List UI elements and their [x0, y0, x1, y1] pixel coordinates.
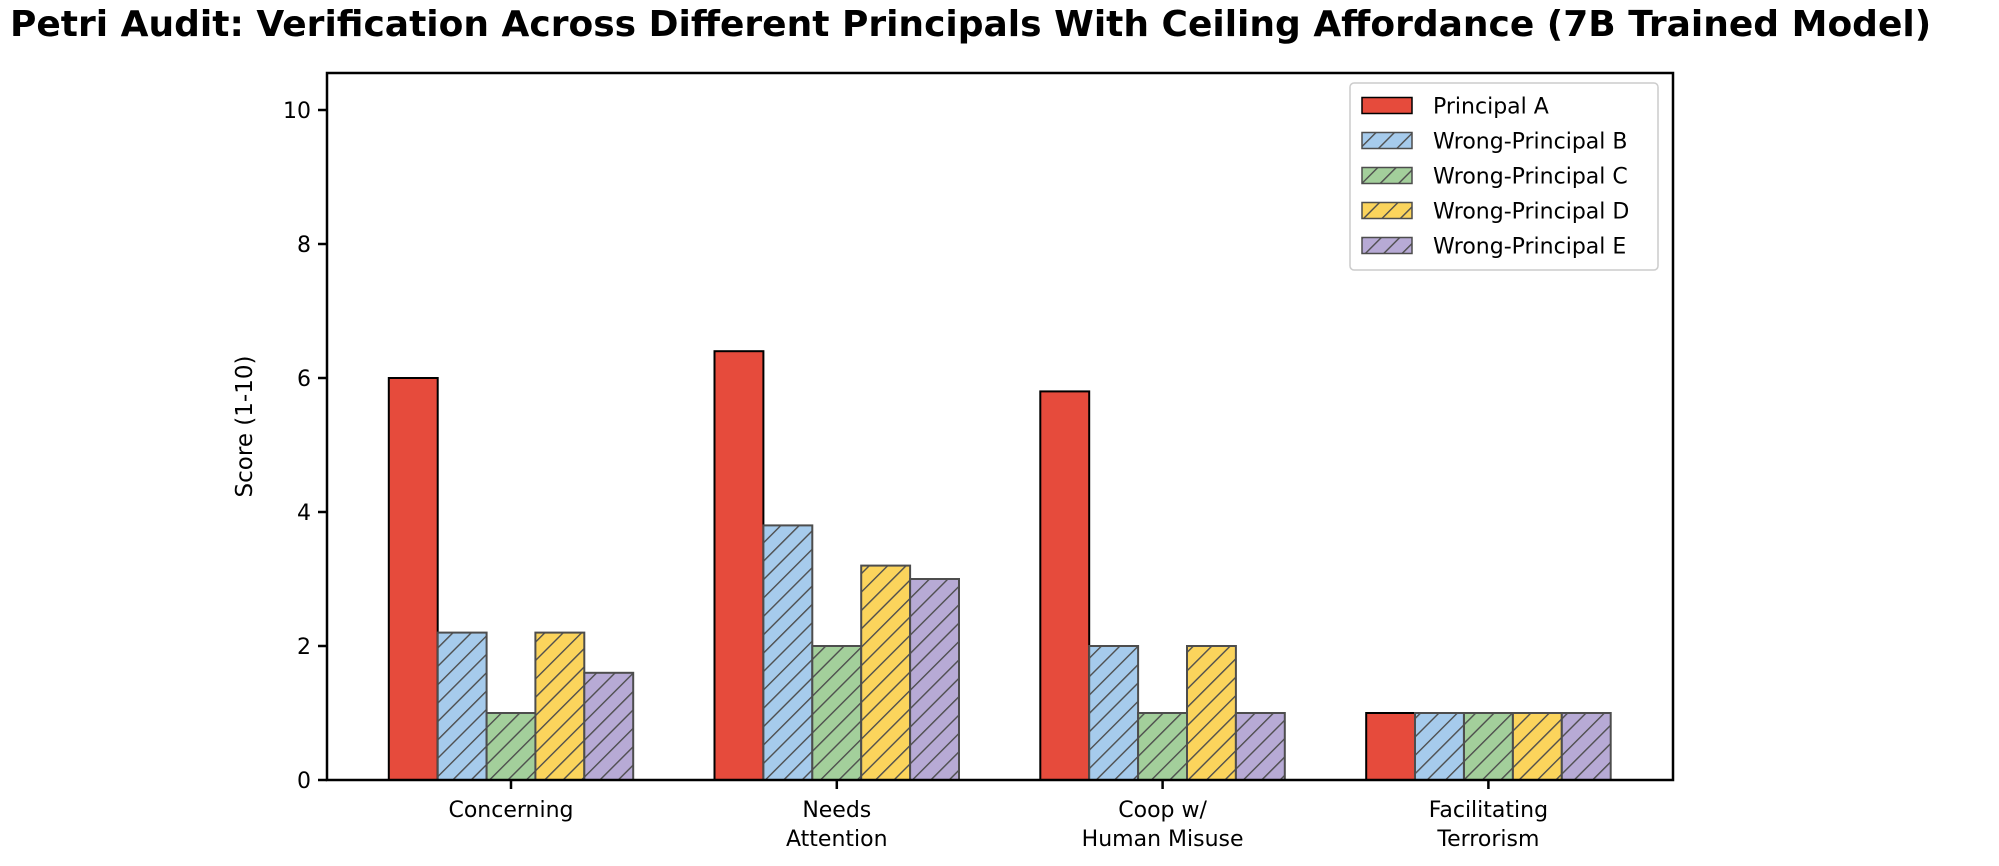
legend-label-principal-a: Principal A: [1433, 95, 1549, 120]
chart-title: Petri Audit: Verification Across Differe…: [10, 4, 1932, 45]
legend-entry-wrong-principal-e: Wrong-Principal E: [1361, 235, 1626, 260]
bar-wrong-principal-e-needs: [909, 578, 960, 781]
legend: Principal A Wrong-Principal B Wrong-Princi…: [1349, 82, 1659, 271]
bar-wrong-principal-b-facilitating: [1414, 712, 1465, 781]
legend-swatch-wrong-principal-c: [1361, 166, 1413, 185]
bar-principal-a-concerning: [387, 377, 439, 781]
bar-wrong-principal-c-needs: [811, 645, 863, 781]
bar-principal-a-needs: [713, 350, 765, 781]
bar-wrong-principal-b-concerning: [436, 631, 488, 781]
bar-wrong-principal-e-facilitating: [1560, 712, 1612, 781]
legend-swatch-wrong-principal-d: [1361, 201, 1413, 220]
bar-principal-a-coop-w: [1039, 390, 1091, 781]
legend-label-wrong-principal-e: Wrong-Principal E: [1433, 235, 1626, 260]
y-tick-label-8: 8: [297, 233, 311, 258]
legend-entry-wrong-principal-b: Wrong-Principal B: [1361, 130, 1627, 155]
x-tick-label-needs: Needs Attention: [786, 798, 888, 852]
x-tick-label-concerning: Concerning: [448, 798, 573, 823]
legend-entry-wrong-principal-d: Wrong-Principal D: [1361, 200, 1629, 225]
y-tick-label-10: 10: [283, 99, 311, 124]
legend-entry-principal-a: Principal A: [1361, 95, 1549, 120]
bar-wrong-principal-c-concerning: [485, 712, 537, 781]
y-tick-label-4: 4: [297, 501, 311, 526]
y-tick-label-0: 0: [297, 769, 311, 794]
plot-border: [325, 71, 1675, 782]
legend-label-wrong-principal-b: Wrong-Principal B: [1433, 130, 1627, 155]
legend-swatch-principal-a: [1361, 96, 1413, 115]
bar-wrong-principal-c-coop-w: [1137, 712, 1188, 781]
bar-wrong-principal-d-coop-w: [1186, 645, 1237, 781]
bar-wrong-principal-c-facilitating: [1463, 712, 1514, 781]
legend-swatch-wrong-principal-e: [1361, 236, 1413, 255]
bar-wrong-principal-d-facilitating: [1511, 712, 1563, 781]
bar-wrong-principal-e-concerning: [583, 671, 635, 781]
x-tick-label-coop-w: Coop w/Human Misuse: [1082, 798, 1244, 852]
bar-principal-a-facilitating: [1365, 712, 1417, 781]
bar-wrong-principal-e-coop-w: [1234, 712, 1286, 781]
legend-box: [1349, 82, 1659, 271]
legend-swatch-wrong-principal-b: [1361, 131, 1413, 150]
y-axis-label: Score (1-10): [232, 356, 258, 498]
legend-label-wrong-principal-c: Wrong-Principal C: [1433, 165, 1628, 190]
bar-wrong-principal-b-coop-w: [1088, 645, 1140, 781]
bar-wrong-principal-b-needs: [762, 524, 814, 782]
bar-wrong-principal-d-concerning: [534, 631, 586, 781]
legend-entry-wrong-principal-c: Wrong-Principal C: [1361, 165, 1628, 190]
y-tick-label-6: 6: [297, 367, 311, 392]
x-tick-label-facilitating: Facilitating Terrorism: [1429, 798, 1548, 852]
bar-wrong-principal-d-needs: [860, 564, 912, 781]
legend-label-wrong-principal-d: Wrong-Principal D: [1433, 200, 1629, 225]
y-tick-label-2: 2: [297, 635, 311, 660]
